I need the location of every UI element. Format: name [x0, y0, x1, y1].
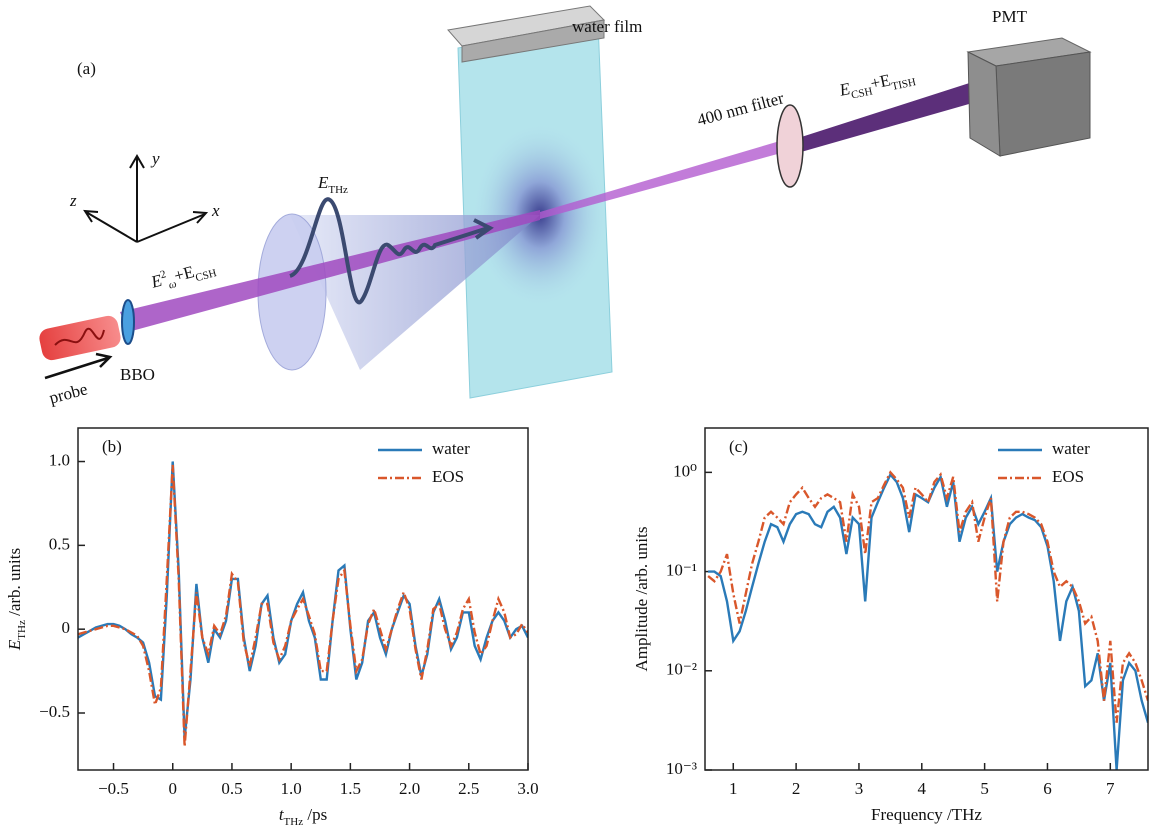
axis-y-label: y — [150, 149, 160, 168]
x-tick-label: 0 — [168, 779, 177, 798]
x-tick-label: 3.0 — [517, 779, 538, 798]
output-field-label: ECSH+ETISH — [837, 65, 917, 103]
x-tick-label: −0.5 — [98, 779, 129, 798]
y-axis-label: ETHz /arb. units — [5, 548, 28, 651]
y-tick-label: 1.0 — [49, 450, 70, 469]
probe-beam — [39, 315, 121, 361]
series-line — [708, 472, 1148, 770]
label-part: /arb. units — [5, 548, 24, 620]
beam-in — [120, 210, 540, 332]
legend-label: water — [432, 439, 470, 458]
filter — [776, 104, 804, 188]
x-tick-label: 2.5 — [458, 779, 479, 798]
axis-x-label: x — [211, 201, 220, 220]
y-axis-label: Amplitude /arb. units — [632, 527, 651, 672]
plus: +E — [172, 262, 196, 286]
y-tick-label: 10⁻¹ — [666, 560, 697, 579]
label-part: t — [279, 805, 285, 824]
panel-label: (a) — [77, 59, 96, 78]
symbol: E — [148, 270, 165, 291]
subscript: THz — [328, 184, 348, 196]
x-tick-label: 2 — [792, 779, 801, 798]
probe-arrow — [44, 352, 113, 380]
axis-y — [129, 154, 145, 242]
symbol: E — [317, 173, 329, 192]
x-tick-label: 1 — [729, 779, 738, 798]
x-tick-label: 6 — [1043, 779, 1052, 798]
label-part: THz — [284, 816, 304, 828]
y-tick-label: −0.5 — [39, 702, 70, 721]
y-tick-label: 10⁰ — [673, 461, 697, 480]
thz-label: ETHz — [317, 173, 348, 196]
label-part: E — [5, 639, 24, 651]
filter-label: 400 nm filter — [695, 88, 786, 129]
legend-label: EOS — [432, 467, 464, 486]
subscript: CSH — [850, 85, 873, 101]
symbol: E — [837, 79, 853, 100]
label-part: THz — [16, 620, 28, 640]
probe-label: probe — [47, 379, 89, 407]
y-tick-label: 10⁻² — [666, 660, 697, 679]
thz-cone — [290, 215, 540, 370]
axis-x — [136, 211, 209, 243]
chart-panel: 1 2 3 4 5 6 7 10⁻³ 10⁻² 10⁻¹ 10⁰ (c) water EOS — [666, 427, 1149, 798]
series-line — [78, 461, 528, 739]
axis-z-label: z — [69, 191, 77, 210]
series-line — [707, 470, 1148, 723]
coordinate-axes — [83, 154, 209, 243]
x-tick-label: 7 — [1106, 779, 1115, 798]
y-tick-label: 0 — [62, 618, 71, 637]
x-axis-label: tTHz /ps — [279, 805, 327, 828]
plot-frame — [704, 427, 1149, 771]
pmt-label: PMT — [992, 7, 1028, 26]
pmt-front — [967, 51, 1001, 157]
bbo-crystal — [121, 299, 135, 345]
subscript: TISH — [891, 76, 917, 93]
x-tick-label: 0.5 — [221, 779, 242, 798]
film-label: water film — [572, 17, 642, 36]
thz-arrowhead — [473, 218, 494, 240]
series-line — [78, 464, 528, 747]
x-axis-label: Frequency /THz — [871, 805, 982, 824]
label-part: /ps — [303, 805, 327, 824]
plot-frame — [77, 427, 529, 771]
film-holder-front — [461, 19, 605, 63]
chart-panel: −0.5 0 0.5 1.0 1.5 2.0 2.5 3.0 −0.5 0 0.5 1.0 (b) wat… — [39, 427, 539, 798]
thz-waveform — [288, 197, 489, 305]
beam-mid — [540, 138, 792, 219]
legend-label: water — [1052, 439, 1090, 458]
x-tick-label: 2.0 — [399, 779, 420, 798]
legend-label: EOS — [1052, 467, 1084, 486]
x-tick-label: 4 — [918, 779, 927, 798]
y-tick-label: 10⁻³ — [666, 759, 697, 778]
axis-z — [83, 209, 138, 243]
subscript: CSH — [194, 267, 218, 284]
x-tick-label: 5 — [980, 779, 989, 798]
bbo-label: BBO — [120, 365, 155, 384]
subscript: ω — [167, 277, 178, 291]
y-tick-label: 0.5 — [49, 534, 70, 553]
x-tick-label: 3 — [855, 779, 864, 798]
x-tick-label: 1.5 — [340, 779, 361, 798]
beam-out — [792, 78, 990, 154]
setup-diagram: (a) water film PMT 400 nm filter ECSH+ET… — [39, 5, 1092, 408]
input-field-label: E2ω+ECSH — [148, 255, 218, 295]
pmt-side — [995, 51, 1091, 157]
superscript: 2 — [159, 268, 167, 281]
panel-label: (c) — [729, 437, 748, 456]
panel-label: (b) — [102, 437, 122, 456]
plus: +E — [869, 70, 892, 93]
probe-pulse — [54, 327, 105, 346]
x-tick-label: 1.0 — [281, 779, 302, 798]
